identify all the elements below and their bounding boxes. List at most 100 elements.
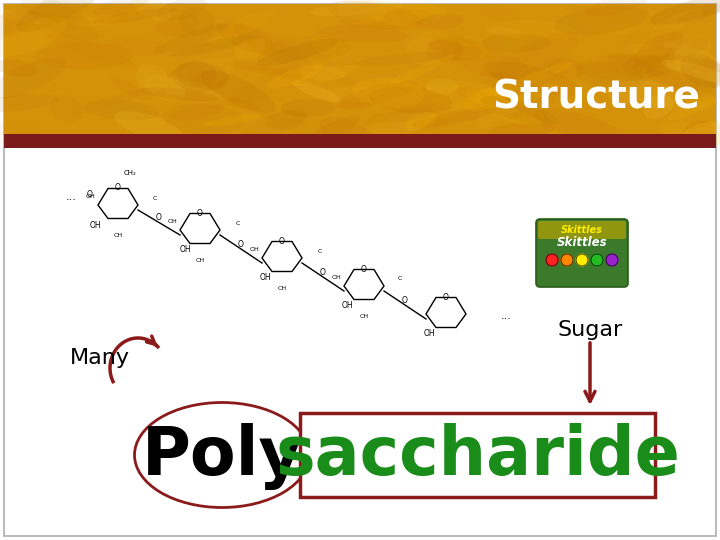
Ellipse shape xyxy=(0,94,59,112)
Ellipse shape xyxy=(171,62,228,92)
Ellipse shape xyxy=(114,111,183,143)
Ellipse shape xyxy=(492,32,578,82)
Ellipse shape xyxy=(110,77,152,100)
Ellipse shape xyxy=(406,37,442,65)
Ellipse shape xyxy=(576,55,669,80)
Ellipse shape xyxy=(171,35,258,57)
Ellipse shape xyxy=(606,80,684,107)
Ellipse shape xyxy=(505,95,549,122)
Ellipse shape xyxy=(355,52,448,66)
Ellipse shape xyxy=(156,15,200,37)
Text: OH: OH xyxy=(331,275,341,280)
Ellipse shape xyxy=(381,9,436,23)
FancyBboxPatch shape xyxy=(536,219,628,287)
Ellipse shape xyxy=(415,14,464,31)
Ellipse shape xyxy=(0,9,40,40)
Ellipse shape xyxy=(678,3,720,24)
Ellipse shape xyxy=(475,101,518,128)
Text: saccharide: saccharide xyxy=(276,423,680,489)
Text: ...: ... xyxy=(501,311,512,321)
Ellipse shape xyxy=(666,36,712,70)
Text: O: O xyxy=(402,296,408,305)
Text: CH: CH xyxy=(359,314,369,319)
Text: OH: OH xyxy=(249,247,259,252)
Text: ...: ... xyxy=(66,192,77,202)
Ellipse shape xyxy=(369,87,453,114)
Text: O: O xyxy=(115,184,121,192)
Ellipse shape xyxy=(351,78,425,107)
Ellipse shape xyxy=(481,33,551,52)
Ellipse shape xyxy=(479,7,520,21)
Ellipse shape xyxy=(0,16,67,57)
Ellipse shape xyxy=(634,32,683,66)
Ellipse shape xyxy=(548,59,584,79)
Bar xyxy=(4,134,716,148)
Ellipse shape xyxy=(0,57,66,99)
Text: O: O xyxy=(87,190,93,199)
Text: O: O xyxy=(238,240,244,249)
Ellipse shape xyxy=(570,6,636,25)
Text: OH: OH xyxy=(167,219,177,224)
Ellipse shape xyxy=(288,66,358,85)
Ellipse shape xyxy=(162,104,244,133)
Ellipse shape xyxy=(328,1,423,30)
Ellipse shape xyxy=(491,20,577,42)
Ellipse shape xyxy=(486,26,525,37)
Ellipse shape xyxy=(367,109,434,123)
Text: Poly: Poly xyxy=(142,422,302,489)
Ellipse shape xyxy=(607,54,677,78)
Ellipse shape xyxy=(299,66,346,80)
Circle shape xyxy=(561,254,573,266)
Text: O: O xyxy=(197,208,203,218)
Ellipse shape xyxy=(204,114,260,126)
Text: O: O xyxy=(443,293,449,301)
Text: OH: OH xyxy=(423,329,435,339)
Ellipse shape xyxy=(649,89,718,111)
Ellipse shape xyxy=(424,81,510,110)
Text: C: C xyxy=(153,196,157,201)
Ellipse shape xyxy=(93,0,150,18)
Ellipse shape xyxy=(107,36,167,56)
FancyBboxPatch shape xyxy=(538,221,626,239)
Ellipse shape xyxy=(310,1,403,16)
Ellipse shape xyxy=(665,37,708,60)
Ellipse shape xyxy=(364,4,449,22)
Ellipse shape xyxy=(606,52,679,79)
Text: O: O xyxy=(156,213,162,222)
Ellipse shape xyxy=(136,64,168,92)
Ellipse shape xyxy=(464,87,506,112)
Ellipse shape xyxy=(233,23,315,72)
Ellipse shape xyxy=(157,0,207,21)
Ellipse shape xyxy=(456,87,523,118)
Ellipse shape xyxy=(225,60,302,78)
Text: OH: OH xyxy=(341,301,353,310)
Text: O: O xyxy=(320,268,326,277)
Circle shape xyxy=(546,254,558,266)
Ellipse shape xyxy=(428,36,482,60)
Ellipse shape xyxy=(431,39,465,55)
Ellipse shape xyxy=(337,0,387,25)
Ellipse shape xyxy=(171,103,224,121)
Ellipse shape xyxy=(0,8,55,25)
Text: Skittles: Skittles xyxy=(561,225,603,235)
Ellipse shape xyxy=(271,36,352,59)
Ellipse shape xyxy=(664,42,720,87)
Ellipse shape xyxy=(554,5,648,35)
Ellipse shape xyxy=(418,26,453,43)
Ellipse shape xyxy=(362,112,438,140)
Text: OH: OH xyxy=(259,273,271,282)
Ellipse shape xyxy=(647,55,720,72)
Ellipse shape xyxy=(633,54,678,69)
Text: Skittles: Skittles xyxy=(557,237,607,249)
Ellipse shape xyxy=(681,120,714,146)
Text: C: C xyxy=(318,249,322,254)
Ellipse shape xyxy=(660,60,720,87)
Ellipse shape xyxy=(477,88,544,125)
Ellipse shape xyxy=(484,61,580,96)
Text: OH: OH xyxy=(179,246,191,254)
Ellipse shape xyxy=(319,117,373,147)
Text: C: C xyxy=(398,276,402,281)
Ellipse shape xyxy=(267,63,324,89)
Text: CH: CH xyxy=(114,233,122,238)
Ellipse shape xyxy=(490,63,573,95)
